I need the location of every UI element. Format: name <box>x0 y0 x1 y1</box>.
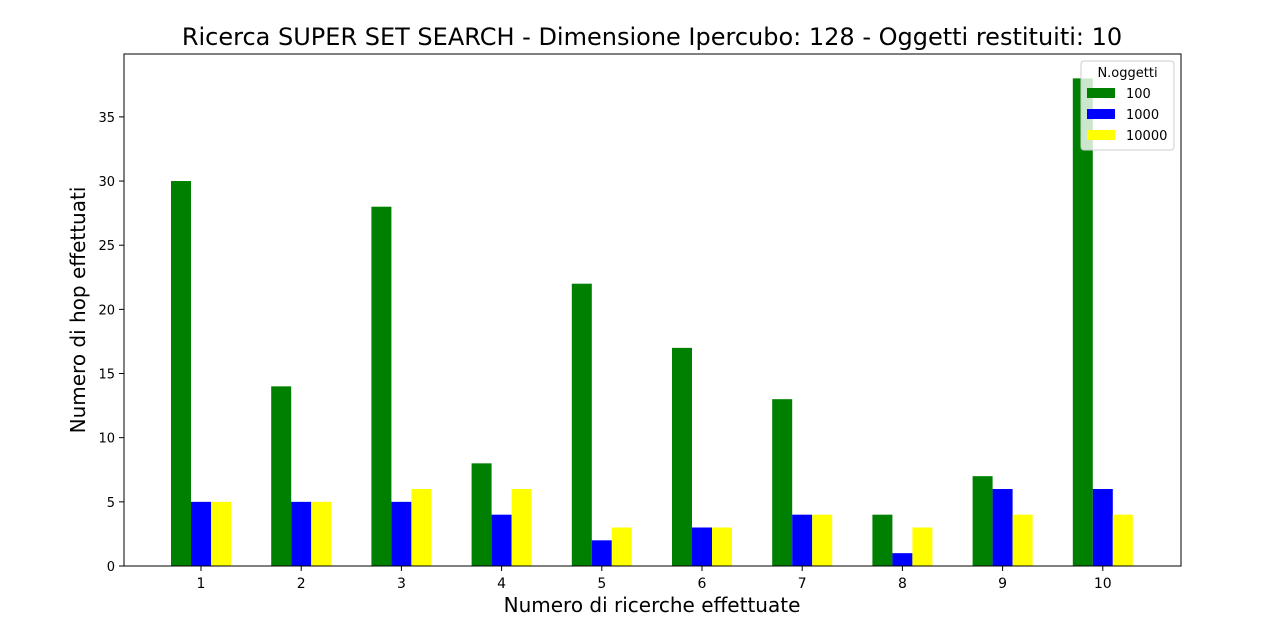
bar-series-1000-cat-1 <box>191 501 211 566</box>
y-axis-label: Numero di hop effettuati <box>66 187 90 434</box>
bar-series-100-cat-4 <box>471 463 492 566</box>
bar-series-10000-cat-3 <box>411 489 432 566</box>
bar-series-10000-cat-9 <box>1012 514 1033 566</box>
bar-series-1000-cat-3 <box>391 501 412 566</box>
bar-series-1000-cat-5 <box>591 540 612 566</box>
bar-series-10000-cat-8 <box>912 527 933 566</box>
bar-series-1000-cat-4 <box>491 514 512 566</box>
y-tick-label-25: 25 <box>98 239 115 254</box>
x-tick-label-10: 10 <box>1094 576 1112 592</box>
bar-series-10000-cat-4 <box>511 489 532 566</box>
x-tick-label-7: 7 <box>798 576 807 592</box>
bar-series-100-cat-2 <box>271 386 292 566</box>
bar-series-1000-cat-8 <box>892 553 913 566</box>
bar-series-100-cat-1 <box>171 181 191 566</box>
bar-series-100-cat-10 <box>1072 78 1093 566</box>
bar-series-10000-cat-5 <box>611 527 632 566</box>
bar-series-1000-cat-6 <box>692 527 712 566</box>
y-tick-label-5: 5 <box>107 496 115 511</box>
y-tick-label-20: 20 <box>98 303 115 318</box>
legend-entry-100: 100 <box>1126 87 1151 102</box>
bar-series-10000-cat-6 <box>712 527 732 566</box>
x-axis-label: Numero di ricerche effettuate <box>504 593 801 617</box>
chart-title: Ricerca SUPER SET SEARCH - Dimensione Ip… <box>182 23 1122 51</box>
bar-series-1000-cat-2 <box>291 501 312 566</box>
bar-series-100-cat-3 <box>371 206 392 566</box>
x-tick-label-4: 4 <box>497 576 506 592</box>
legend-swatch-10000 <box>1087 130 1115 140</box>
x-tick-label-5: 5 <box>597 576 606 592</box>
bars-layer <box>171 78 1133 566</box>
x-tick-label-1: 1 <box>197 576 206 592</box>
bar-series-1000-cat-10 <box>1092 489 1113 566</box>
y-tick-label-15: 15 <box>98 368 115 383</box>
x-tick-label-3: 3 <box>397 576 406 592</box>
bar-series-100-cat-8 <box>872 514 893 566</box>
bar-series-100-cat-7 <box>772 399 793 566</box>
bar-series-10000-cat-10 <box>1112 514 1133 566</box>
legend-entry-10000: 10000 <box>1126 129 1167 144</box>
bar-series-10000-cat-1 <box>211 501 231 566</box>
x-tick-label-8: 8 <box>898 576 907 592</box>
y-tick-label-30: 30 <box>98 175 115 190</box>
bar-series-1000-cat-9 <box>992 489 1013 566</box>
bar-series-10000-cat-7 <box>812 514 833 566</box>
bar-series-100-cat-6 <box>672 347 692 566</box>
legend-swatch-100 <box>1087 88 1115 98</box>
bar-series-100-cat-9 <box>972 476 993 566</box>
y-tick-label-10: 10 <box>98 432 115 447</box>
legend-swatch-1000 <box>1087 109 1115 119</box>
plot-frame <box>123 53 1182 567</box>
legend-box <box>1080 60 1175 151</box>
legend: N.oggetti 100 1000 10000 <box>1080 60 1175 151</box>
bar-series-1000-cat-7 <box>792 514 813 566</box>
bar-series-100-cat-5 <box>571 283 592 566</box>
legend-entry-1000: 1000 <box>1126 108 1159 123</box>
x-tick-label-9: 9 <box>998 576 1007 592</box>
y-tick-label-0: 0 <box>107 560 115 575</box>
x-tick-label-2: 2 <box>297 576 306 592</box>
y-tick-label-35: 35 <box>98 111 115 126</box>
legend-title: N.oggetti <box>1097 66 1157 81</box>
bar-series-10000-cat-2 <box>311 501 332 566</box>
x-tick-label-6: 6 <box>698 576 707 592</box>
